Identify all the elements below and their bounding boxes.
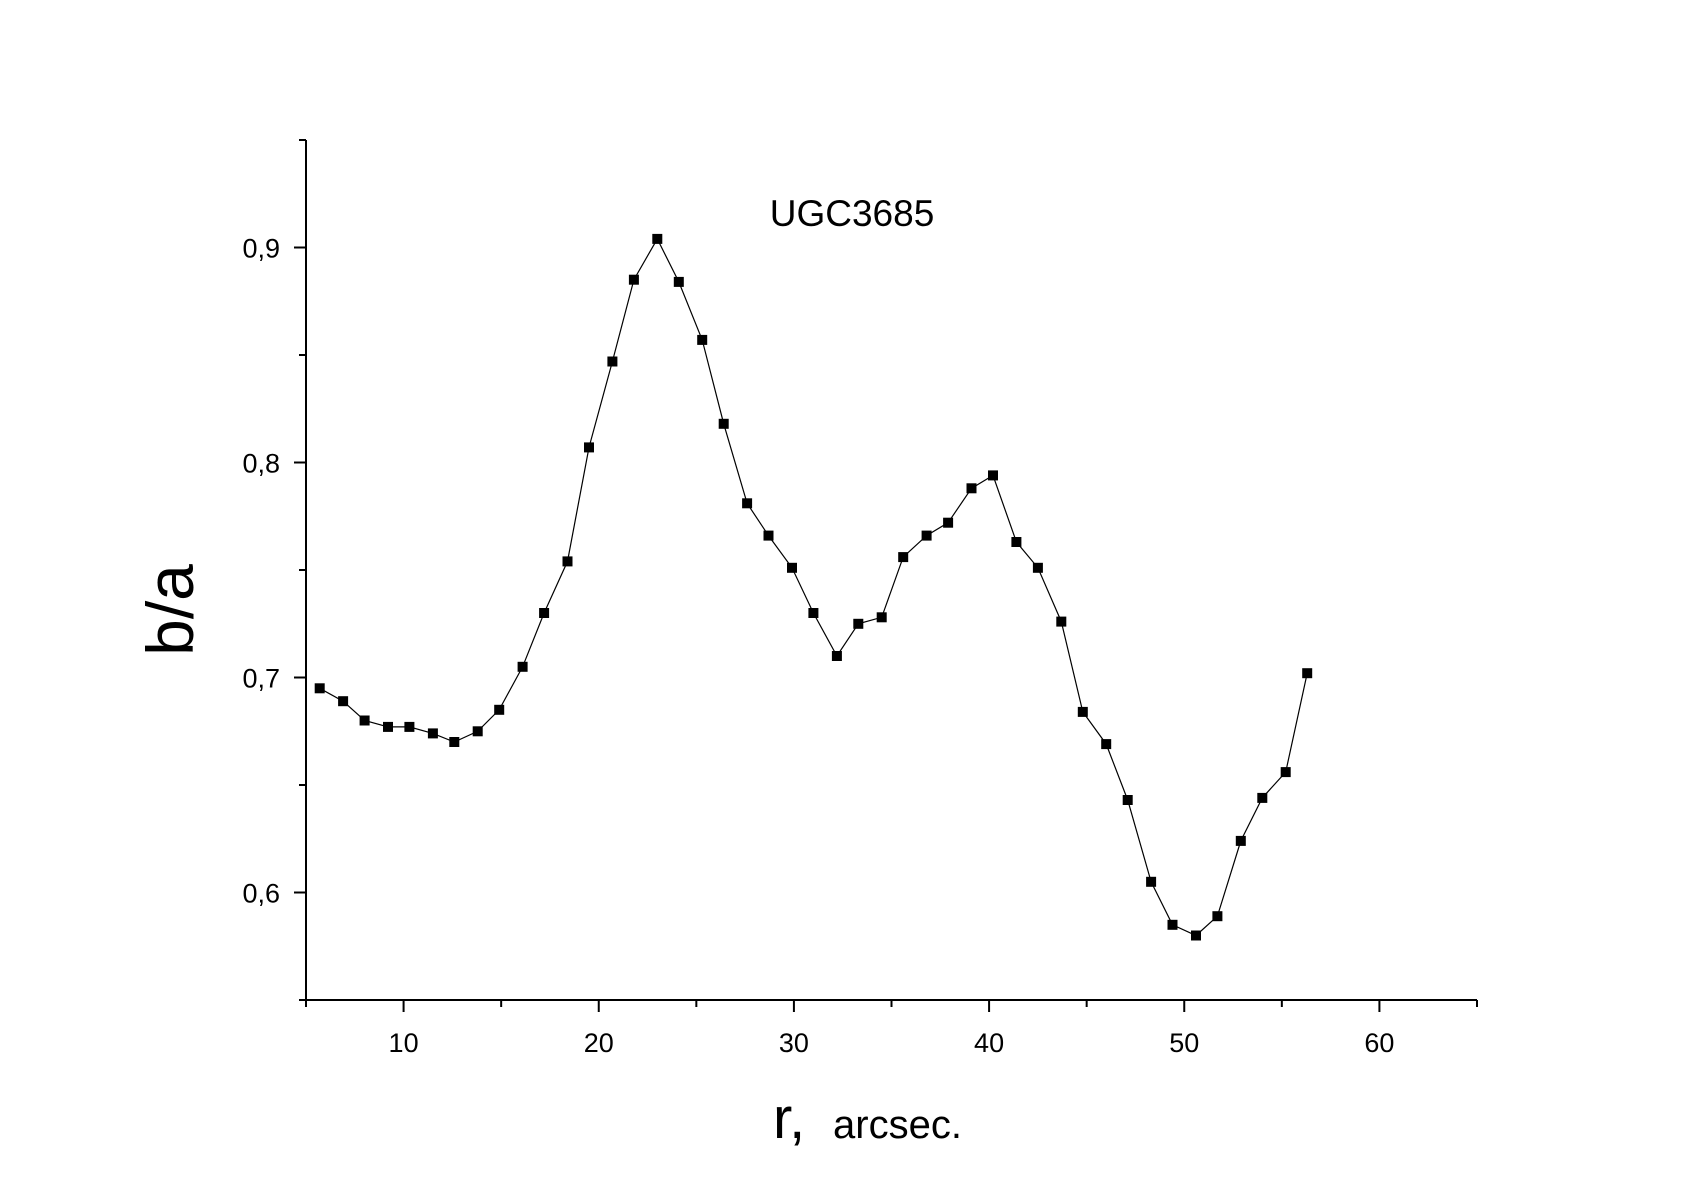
data-point — [763, 530, 774, 541]
x-axis-label: r, — [773, 1086, 805, 1151]
data-point — [562, 556, 573, 567]
data-point — [742, 498, 753, 509]
data-point — [1235, 835, 1246, 846]
x-tick-label: 50 — [1169, 1028, 1199, 1058]
data-point — [359, 715, 370, 726]
data-point — [673, 276, 684, 287]
data-point — [1212, 911, 1223, 922]
data-point — [1280, 767, 1291, 778]
x-tick-label: 60 — [1364, 1028, 1394, 1058]
y-tick-label: 0,7 — [242, 664, 280, 694]
x-axis-unit-label: arcsec. — [833, 1103, 962, 1147]
data-point — [517, 661, 528, 672]
data-point — [539, 608, 550, 618]
data-point — [383, 721, 393, 732]
data-point — [1011, 537, 1022, 547]
data-point — [718, 418, 729, 429]
data-point — [988, 470, 998, 481]
tick-labels: 10 20 30 40 50 60 0,6 0,7 0,8 0,9 — [242, 234, 1394, 1059]
data-point — [584, 442, 594, 453]
data-point — [314, 683, 325, 694]
series-line — [319, 237, 1308, 937]
x-tick-label: 10 — [389, 1028, 419, 1058]
data-point — [876, 612, 887, 623]
y-axis-label: b/a — [133, 564, 207, 656]
data-point — [1167, 919, 1178, 930]
data-point — [921, 530, 932, 541]
data-point — [966, 483, 977, 494]
chart-title: UGC3685 — [770, 193, 935, 234]
data-point — [1077, 706, 1088, 717]
data-point — [1146, 876, 1157, 887]
data-point — [1032, 562, 1043, 573]
data-point — [338, 696, 349, 707]
data-point — [808, 608, 819, 618]
y-tick-label: 0,6 — [242, 879, 280, 909]
data-point — [1122, 795, 1133, 805]
data-point — [449, 737, 460, 747]
x-tick-label: 20 — [584, 1028, 614, 1058]
ticks — [294, 139, 1478, 1012]
data-point — [494, 704, 505, 715]
data-point — [404, 721, 415, 732]
data-point — [1101, 739, 1112, 750]
data-point — [427, 728, 438, 739]
data-point — [628, 274, 639, 285]
axes — [305, 140, 1477, 1001]
x-tick-label: 40 — [974, 1028, 1004, 1058]
data-point — [943, 517, 954, 528]
series — [314, 233, 1313, 941]
data-point — [1302, 668, 1313, 679]
y-tick-label: 0,8 — [242, 449, 280, 479]
x-tick-label: 30 — [779, 1028, 809, 1058]
data-point — [1257, 792, 1268, 803]
data-point — [853, 618, 864, 629]
data-point — [898, 552, 909, 563]
data-point — [472, 726, 483, 737]
data-point — [652, 233, 663, 244]
data-point — [607, 356, 618, 367]
data-point — [697, 334, 708, 345]
data-point — [787, 562, 797, 573]
data-point — [1191, 930, 1201, 941]
data-point — [831, 651, 842, 661]
data-point — [1056, 616, 1067, 627]
y-tick-label: 0,9 — [242, 234, 280, 264]
